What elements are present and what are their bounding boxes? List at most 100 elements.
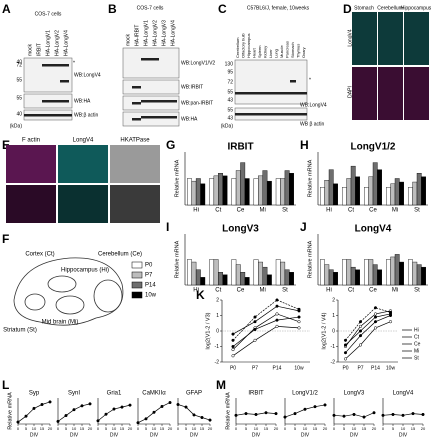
- bar: [408, 259, 413, 286]
- point: [64, 414, 68, 418]
- lane-label: HA-LongV4: [63, 30, 69, 56]
- panel-label: C: [218, 2, 227, 16]
- midbrain-outline: [55, 295, 85, 315]
- series-line: [17, 401, 51, 423]
- x-tick-label: Ct: [348, 208, 354, 214]
- series-line: [345, 307, 391, 341]
- x-tick-label: St: [282, 288, 288, 294]
- point: [254, 412, 258, 417]
- chart-title: Gria1: [107, 391, 122, 397]
- legend-label: P0: [145, 263, 153, 269]
- point: [56, 419, 60, 423]
- band: [168, 116, 177, 119]
- point: [274, 412, 278, 416]
- band: [150, 116, 159, 119]
- blot: [122, 111, 180, 127]
- x-tick-label: 5: [25, 426, 28, 431]
- chart-title: SynI: [68, 391, 80, 397]
- region-label: Cerebellum (Ce): [98, 252, 142, 258]
- point: [373, 306, 378, 310]
- lane-label: HA-LongV4: [170, 20, 176, 46]
- point: [388, 320, 393, 324]
- marker: 55: [227, 107, 233, 113]
- x-tick-label: 0: [57, 426, 60, 431]
- x-tick-label: Ct: [348, 288, 354, 294]
- x-tick-label: P7: [252, 365, 258, 371]
- lane-label: HA-LongV1: [143, 20, 149, 46]
- x-tick-label: Mi: [392, 208, 398, 214]
- bar: [280, 261, 286, 286]
- band: [42, 100, 51, 103]
- panel-label: K: [196, 288, 205, 302]
- x-tick-label: 5: [392, 426, 395, 431]
- panel-label: B: [108, 2, 117, 16]
- x-tick-label: P0: [230, 365, 236, 371]
- x-tick-label: St: [414, 208, 420, 214]
- y-tick-label: 1: [332, 313, 335, 319]
- x-tick-label: 15: [362, 426, 367, 431]
- point: [176, 402, 180, 407]
- x-tick-label: 15: [160, 426, 165, 431]
- band: [150, 100, 159, 103]
- point: [120, 405, 124, 409]
- bar: [390, 183, 396, 206]
- point: [253, 327, 257, 332]
- micrograph: [378, 12, 403, 65]
- x-axis-label: DIV: [30, 432, 39, 438]
- band: [141, 116, 150, 119]
- x-tick-label: 20: [372, 426, 377, 431]
- bar: [195, 178, 201, 206]
- asterisk: *: [309, 77, 311, 83]
- micrograph: [110, 185, 160, 223]
- asterisk: *: [73, 60, 75, 66]
- point: [342, 414, 346, 418]
- bar: [258, 261, 263, 286]
- legend-swatch: [131, 261, 143, 269]
- x-tick-label: 10: [352, 426, 357, 431]
- point: [373, 312, 378, 316]
- point: [253, 320, 257, 324]
- band: [60, 64, 69, 67]
- point: [275, 318, 279, 322]
- panel-label: F: [2, 232, 9, 246]
- y-tick-label: 1: [216, 313, 219, 319]
- point: [160, 404, 164, 409]
- point: [136, 421, 140, 425]
- band: [168, 100, 177, 103]
- bar: [240, 272, 246, 286]
- bar: [416, 264, 422, 286]
- point: [208, 418, 212, 422]
- legend-label: Mi: [414, 348, 419, 354]
- bar: [187, 178, 192, 206]
- x-tick-label: 5: [245, 426, 248, 431]
- point: [373, 326, 378, 330]
- point: [144, 417, 148, 421]
- bar: [244, 178, 250, 206]
- chart-title: Syp: [29, 391, 40, 397]
- marker: 55: [16, 95, 22, 101]
- row-label: LongV4: [347, 29, 353, 46]
- x-tick-label: 15: [313, 426, 318, 431]
- band: [141, 58, 150, 61]
- point: [401, 413, 405, 417]
- lane-label: HA-IRBIT: [134, 25, 140, 46]
- bar: [191, 180, 197, 206]
- point: [234, 413, 238, 417]
- x-tick-label: 20: [208, 426, 213, 431]
- band: [290, 80, 296, 83]
- x-tick-label: 10: [303, 426, 308, 431]
- point: [297, 320, 301, 324]
- marker: 43: [227, 97, 233, 103]
- point: [88, 402, 92, 406]
- x-tick-label: 15: [264, 426, 269, 431]
- bar: [240, 162, 246, 206]
- bar: [320, 187, 325, 206]
- band: [132, 118, 141, 121]
- bar: [244, 277, 250, 286]
- bar: [421, 266, 426, 286]
- x-tick-label: Ce: [237, 208, 245, 214]
- lane-label: HA-LongV3: [161, 20, 167, 46]
- band: [235, 92, 307, 95]
- x-tick-label: Ct: [215, 288, 221, 294]
- x-tick-label: 15: [200, 426, 205, 431]
